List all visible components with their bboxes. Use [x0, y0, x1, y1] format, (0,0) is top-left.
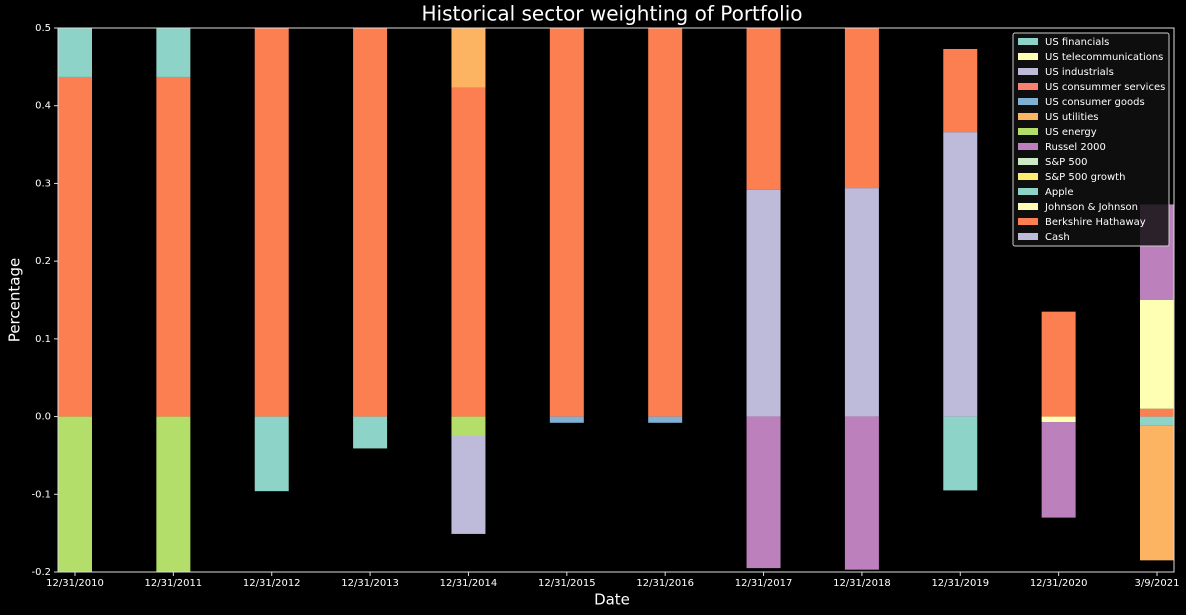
bar-segment [844, 416, 879, 570]
x-tick-label: 12/31/2018 [833, 578, 891, 589]
bar-segment [451, 416, 486, 436]
bar-segment [451, 436, 486, 534]
legend-label: S&P 500 growth [1045, 172, 1125, 183]
legend-label: US telecommunications [1045, 52, 1163, 63]
legend-label: US consumer goods [1045, 97, 1145, 108]
legend-swatch [1018, 233, 1038, 240]
bar-segment [58, 28, 92, 77]
legend-label: Russel 2000 [1045, 142, 1106, 153]
legend-label: Berkshire Hathaway [1045, 217, 1146, 228]
legend-swatch [1018, 143, 1038, 150]
bar-segment [1140, 416, 1174, 426]
x-tick-label: 12/31/2019 [931, 578, 989, 589]
bar-segment [1140, 408, 1174, 417]
legend-swatch [1018, 218, 1038, 225]
y-tick-label: 0.2 [35, 256, 51, 267]
bar-segment [254, 416, 289, 492]
plot-frame [57, 27, 1175, 573]
y-tick-label: 0.5 [35, 23, 51, 34]
y-tick-label: 0.1 [35, 334, 51, 345]
x-tick-label: 12/31/2015 [538, 578, 596, 589]
x-tick-label: 12/31/2014 [440, 578, 498, 589]
bar-segment [549, 28, 584, 417]
bar-segment [549, 416, 584, 423]
legend-swatch [1018, 113, 1038, 120]
legend-swatch [1018, 83, 1038, 90]
legend-swatch [1018, 203, 1038, 210]
legend-swatch [1018, 98, 1038, 105]
x-tick-label: 12/31/2010 [46, 578, 104, 589]
legend-label: US utilities [1045, 112, 1099, 123]
legend-label: Cash [1045, 232, 1070, 243]
x-axis-label: Date [594, 591, 630, 609]
bar-segment [943, 416, 978, 491]
legend-label: US consummer services [1045, 82, 1165, 93]
bar-segment [943, 48, 978, 133]
x-tick-label: 12/31/2017 [735, 578, 793, 589]
bar-segment [254, 28, 289, 417]
y-axis-label: Percentage [6, 258, 24, 342]
bar-segment [943, 132, 978, 417]
legend-swatch [1018, 38, 1038, 45]
bar-segment [1041, 422, 1076, 518]
bar-segment [58, 76, 92, 417]
bar-segment [844, 28, 879, 189]
bar-segment [1041, 311, 1076, 417]
y-tick-label: -0.2 [31, 567, 51, 578]
bar-segment [353, 416, 388, 449]
bar-segment [1140, 425, 1174, 561]
legend-label: S&P 500 [1045, 157, 1087, 168]
bar-segment [1140, 300, 1174, 409]
legend-swatch [1018, 53, 1038, 60]
bar-segment [844, 188, 879, 417]
bar-segment [746, 416, 781, 569]
x-tick-label: 12/31/2012 [243, 578, 301, 589]
x-tick-label: 12/31/2011 [145, 578, 203, 589]
y-tick-label: 0.4 [35, 101, 51, 112]
bar-segment [648, 416, 683, 423]
legend-label: Apple [1045, 187, 1073, 198]
bar-segment [746, 189, 781, 417]
bar-segment [648, 28, 683, 417]
legend-swatch [1018, 188, 1038, 195]
legend-label: US industrials [1045, 67, 1114, 78]
legend-swatch [1018, 68, 1038, 75]
y-tick-label: 0.3 [35, 178, 51, 189]
y-tick-label: -0.1 [31, 489, 51, 500]
legend-label: Johnson & Johnson [1044, 202, 1138, 213]
bar-segment [451, 87, 486, 417]
legend-label: US energy [1045, 127, 1097, 138]
bar-segment [1041, 416, 1076, 423]
bar-segment [746, 28, 781, 190]
legend-label: US financials [1045, 37, 1109, 48]
bars [58, 28, 1174, 572]
legend-swatch [1018, 158, 1038, 165]
x-tick-label: 12/31/2016 [636, 578, 694, 589]
x-tick-label: 12/31/2020 [1030, 578, 1088, 589]
x-tick-label: 3/9/2021 [1135, 578, 1180, 589]
bar-segment [156, 76, 191, 417]
bar-segment [58, 416, 92, 572]
y-tick-label: 0.0 [35, 412, 51, 423]
bar-segment [451, 28, 486, 88]
legend-swatch [1018, 173, 1038, 180]
bar-segment [156, 416, 191, 572]
legend-box [1012, 32, 1170, 247]
bar-segment [353, 28, 388, 417]
x-tick-label: 12/31/2013 [341, 578, 399, 589]
bar-segment [156, 28, 191, 77]
chart-title: Historical sector weighting of Portfolio [421, 2, 802, 26]
legend-swatch [1018, 128, 1038, 135]
